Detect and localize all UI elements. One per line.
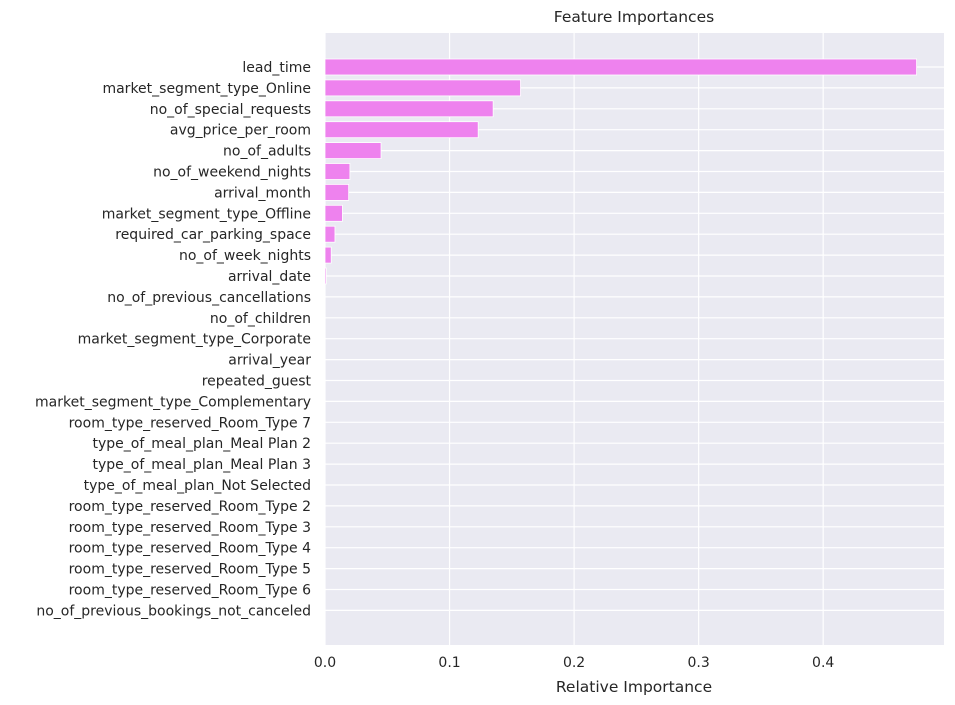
x-tick-label: 0.2 bbox=[563, 655, 585, 671]
bar-required-car-parking-space bbox=[324, 225, 336, 243]
y-tick-label: room_type_reserved_Room_Type 5 bbox=[69, 562, 311, 578]
y-tick-label: market_segment_type_Online bbox=[102, 81, 311, 97]
y-tick-label: no_of_special_requests bbox=[150, 102, 311, 118]
y-tick-label: room_type_reserved_Room_Type 7 bbox=[69, 415, 311, 431]
chart-title: Feature Importances bbox=[554, 8, 714, 26]
y-tick-label: market_segment_type_Complementary bbox=[35, 394, 311, 410]
y-tick-label: market_segment_type_Offline bbox=[102, 206, 311, 222]
y-tick-label: room_type_reserved_Room_Type 2 bbox=[69, 499, 311, 515]
bar-market-segment-type-online bbox=[324, 79, 521, 97]
y-tick-label: arrival_month bbox=[214, 185, 311, 201]
bars bbox=[324, 58, 917, 285]
y-tick-label: no_of_previous_cancellations bbox=[107, 290, 311, 306]
bar-avg-price-per-room bbox=[324, 121, 479, 139]
y-tick-label: no_of_week_nights bbox=[179, 248, 311, 264]
y-tick-label: required_car_parking_space bbox=[115, 227, 311, 243]
y-tick-label: repeated_guest bbox=[202, 374, 312, 390]
x-tick-labels: 0.0 0.1 0.2 0.3 0.4 bbox=[314, 655, 835, 671]
y-tick-label: type_of_meal_plan_Meal Plan 3 bbox=[93, 457, 311, 473]
y-tick-label: room_type_reserved_Room_Type 3 bbox=[69, 520, 311, 536]
y-tick-label: arrival_date bbox=[228, 269, 311, 285]
y-tick-label: avg_price_per_room bbox=[170, 123, 311, 139]
bar-arrival-date bbox=[324, 267, 327, 285]
x-tick-label: 0.0 bbox=[314, 655, 336, 671]
x-tick-label: 0.4 bbox=[812, 655, 834, 671]
bar-no-of-weekend-nights bbox=[324, 163, 351, 180]
y-tick-label: room_type_reserved_Room_Type 4 bbox=[69, 541, 311, 557]
bar-no-of-week-nights bbox=[324, 246, 332, 264]
bar-lead-time bbox=[324, 58, 917, 76]
x-tick-label: 0.3 bbox=[688, 655, 710, 671]
y-tick-labels: lead_time market_segment_type_Online no_of… bbox=[35, 60, 311, 619]
x-axis-label: Relative Importance bbox=[556, 678, 712, 696]
bar-no-of-adults bbox=[324, 142, 382, 160]
y-tick-label: room_type_reserved_Room_Type 6 bbox=[69, 583, 311, 599]
bar-no-of-special-requests bbox=[324, 100, 494, 118]
bar-arrival-month bbox=[324, 183, 350, 201]
y-tick-label: no_of_adults bbox=[223, 144, 311, 160]
y-tick-label: market_segment_type_Corporate bbox=[78, 332, 311, 348]
y-tick-label: no_of_children bbox=[210, 311, 311, 327]
y-tick-label: type_of_meal_plan_Meal Plan 2 bbox=[93, 436, 311, 452]
x-tick-label: 0.1 bbox=[438, 655, 460, 671]
y-tick-label: type_of_meal_plan_Not Selected bbox=[84, 478, 311, 494]
y-tick-label: no_of_weekend_nights bbox=[153, 165, 311, 181]
y-tick-label: lead_time bbox=[242, 60, 311, 76]
y-tick-label: no_of_previous_bookings_not_canceled bbox=[36, 603, 311, 619]
bar-market-segment-type-offline bbox=[324, 204, 343, 222]
y-tick-label: arrival_year bbox=[228, 353, 311, 369]
